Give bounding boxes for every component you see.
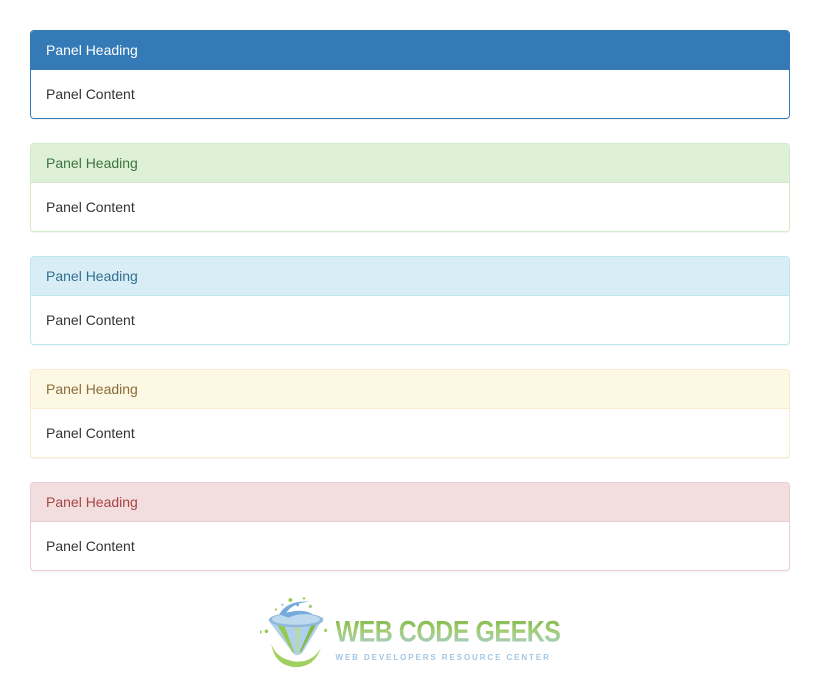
panel-warning-heading: Panel Heading: [31, 370, 789, 409]
panel-info-heading: Panel Heading: [31, 257, 789, 296]
panel-danger-heading: Panel Heading: [31, 483, 789, 522]
panel-success: Panel Heading Panel Content: [30, 143, 790, 232]
panel-primary-body: Panel Content: [31, 70, 789, 118]
panel-info: Panel Heading Panel Content: [30, 256, 790, 345]
panel-danger: Panel Heading Panel Content: [30, 482, 790, 571]
panel-warning-body: Panel Content: [31, 409, 789, 457]
footer: WEB CODE GEEKS WEB DEVELOPERS RESOURCE C…: [30, 595, 790, 674]
panel-danger-body: Panel Content: [31, 522, 789, 570]
logo-subtitle: WEB DEVELOPERS RESOURCE CENTER: [335, 653, 551, 662]
web-code-geeks-logo: WEB CODE GEEKS WEB DEVELOPERS RESOURCE C…: [257, 595, 561, 674]
panel-success-heading: Panel Heading: [31, 144, 789, 183]
panel-warning: Panel Heading Panel Content: [30, 369, 790, 458]
panel-success-body: Panel Content: [31, 183, 789, 231]
panel-info-body: Panel Content: [31, 296, 789, 344]
panel-primary-heading: Panel Heading: [31, 31, 789, 70]
panel-primary: Panel Heading Panel Content: [30, 30, 790, 119]
logo-text: WEB CODE GEEKS WEB DEVELOPERS RESOURCE C…: [335, 616, 561, 662]
logo-title: WEB CODE GEEKS: [335, 615, 561, 649]
tornado-swirl-icon: [257, 595, 336, 674]
